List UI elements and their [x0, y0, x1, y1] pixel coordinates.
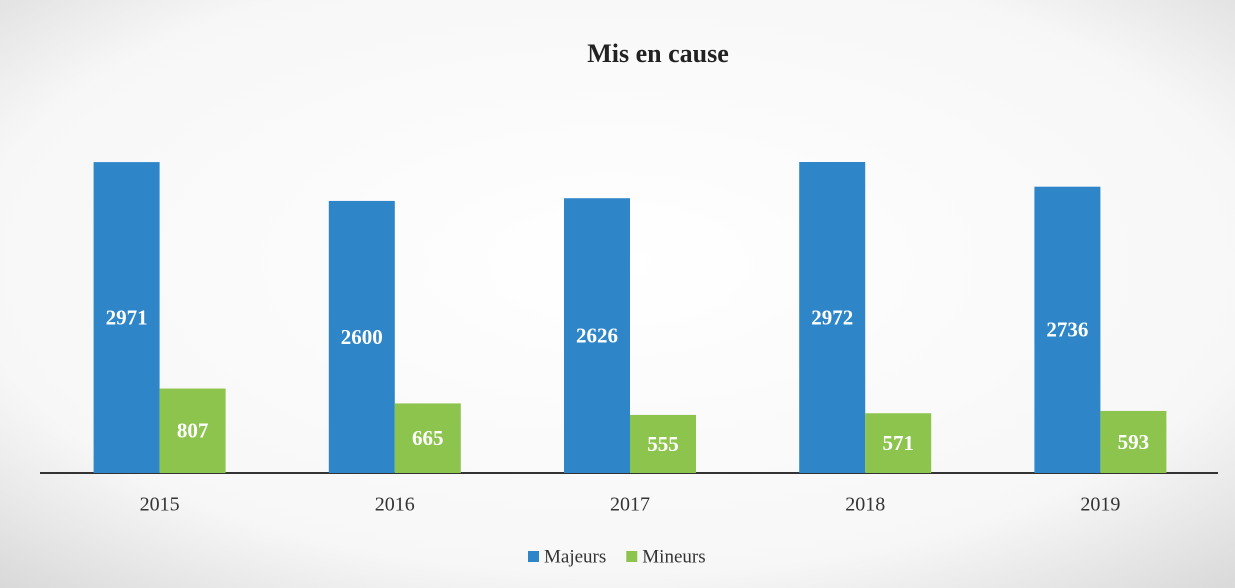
data-label: 2972: [811, 305, 853, 329]
legend-swatch: [626, 551, 638, 562]
bar: [394, 403, 461, 473]
x-tick-label: 2015: [140, 494, 180, 516]
data-label: 555: [647, 432, 679, 456]
legend-swatch: [528, 551, 539, 562]
data-label: 2626: [576, 323, 618, 347]
bar: [93, 162, 160, 473]
bar: [1034, 186, 1101, 473]
x-tick-label: 2019: [1080, 494, 1120, 516]
data-label: 2600: [341, 325, 383, 349]
bar: [865, 413, 932, 473]
legend-label: Majeurs: [544, 546, 606, 567]
bar: [159, 388, 226, 473]
data-label: 571: [882, 431, 914, 455]
x-tick-label: 2018: [845, 494, 885, 516]
bar: [630, 414, 696, 473]
x-tick-label: 2016: [375, 494, 415, 516]
x-tick-label: 2017: [610, 494, 650, 516]
data-label: 2736: [1046, 318, 1088, 342]
chart-title: Mis en cause: [587, 39, 729, 68]
bar: [328, 200, 395, 474]
bar: [799, 162, 866, 473]
data-label: 593: [1118, 430, 1150, 454]
data-label: 807: [177, 419, 209, 443]
legend-label: Mineurs: [642, 546, 705, 567]
bar: [1100, 410, 1167, 473]
data-label: 665: [412, 426, 444, 450]
bar: [564, 198, 630, 473]
data-label: 2971: [106, 305, 148, 329]
